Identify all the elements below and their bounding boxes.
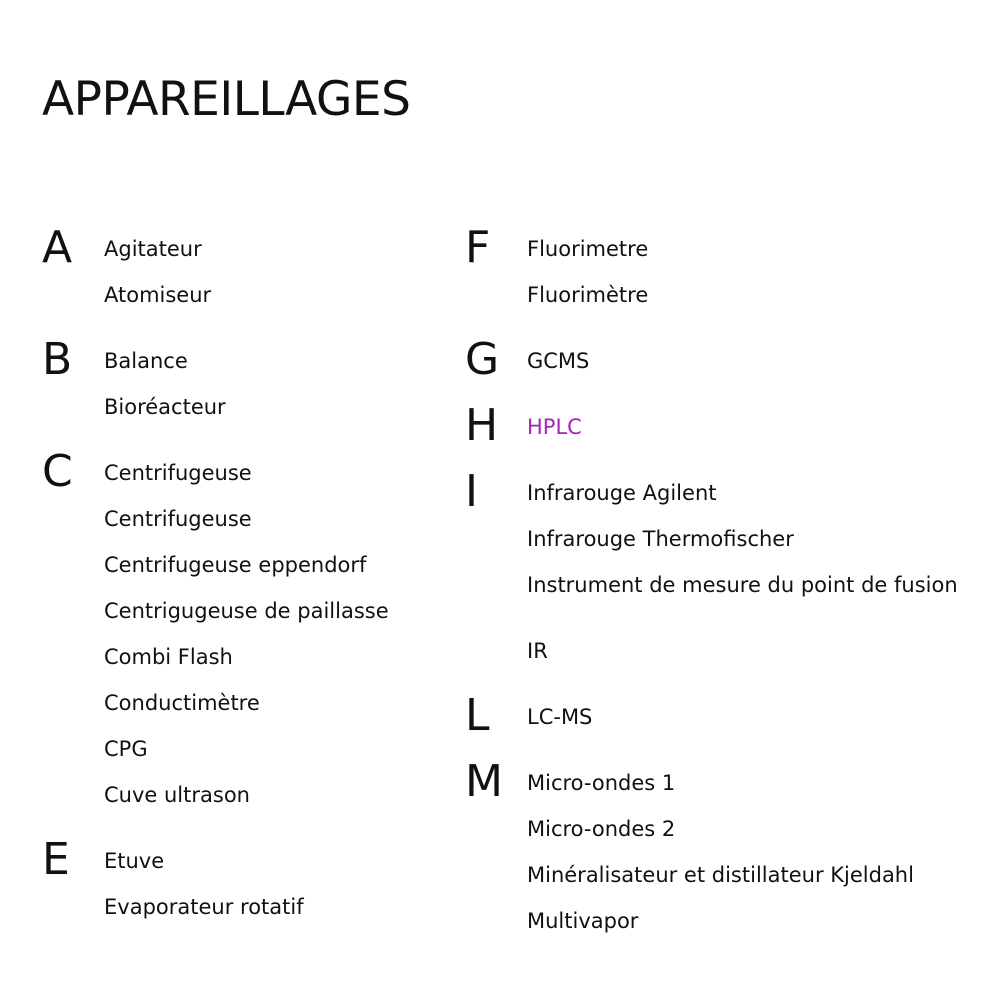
equipment-link[interactable]: Multivapor xyxy=(527,909,639,933)
index-letter: G xyxy=(465,334,500,385)
equipment-link[interactable]: Fluorimetre xyxy=(527,237,649,261)
letter-group-e: E Etuve Evaporateur rotatif xyxy=(42,838,389,950)
equipment-link-active[interactable]: HPLC xyxy=(527,415,582,439)
index-letter: E xyxy=(42,834,70,885)
index-letter: M xyxy=(465,756,503,807)
equipment-link[interactable]: Combi Flash xyxy=(104,645,233,669)
index-letter: H xyxy=(465,400,499,451)
equipment-link[interactable]: Centrigugeuse de paillasse xyxy=(104,599,389,623)
equipment-link[interactable]: Centrifugeuse xyxy=(104,461,252,485)
equipment-link[interactable]: Instrument de mesure du point de fusion xyxy=(527,573,958,597)
index-letter: I xyxy=(465,466,478,517)
letter-group-h: H HPLC xyxy=(465,404,958,470)
letter-group-m: M Micro-ondes 1 Micro-ondes 2 Minéralisa… xyxy=(465,760,958,944)
letter-group-f: F Fluorimetre Fluorimètre xyxy=(465,226,958,338)
equipment-link[interactable]: Etuve xyxy=(104,849,165,873)
equipment-link[interactable]: Infrarouge Thermofischer xyxy=(527,527,794,551)
page-title: APPAREILLAGES xyxy=(42,72,411,127)
equipment-link[interactable]: Bioréacteur xyxy=(104,395,226,419)
equipment-link[interactable]: Infrarouge Agilent xyxy=(527,481,717,505)
equipment-link[interactable]: Centrifugeuse eppendorf xyxy=(104,553,367,577)
equipment-link[interactable]: LC-MS xyxy=(527,705,593,729)
letter-group-i: I Infrarouge Agilent Infrarouge Thermofi… xyxy=(465,470,958,694)
equipment-link[interactable]: Agitateur xyxy=(104,237,202,261)
equipment-link[interactable]: Micro-ondes 2 xyxy=(527,817,676,841)
equipment-link[interactable]: Centrifugeuse xyxy=(104,507,252,531)
equipment-link[interactable]: Micro-ondes 1 xyxy=(527,771,676,795)
equipment-link[interactable]: CPG xyxy=(104,737,148,761)
equipment-link[interactable]: Conductimètre xyxy=(104,691,260,715)
equipment-link[interactable]: Atomiseur xyxy=(104,283,212,307)
equipment-link[interactable]: IR xyxy=(527,639,548,663)
equipment-link[interactable]: Minéralisateur et distillateur Kjeldahl xyxy=(527,863,914,887)
equipment-link[interactable]: Evaporateur rotatif xyxy=(104,895,304,919)
index-letter: F xyxy=(465,222,491,273)
equipment-link[interactable]: GCMS xyxy=(527,349,590,373)
index-letter: B xyxy=(42,334,73,385)
equipment-link[interactable]: Fluorimètre xyxy=(527,283,649,307)
letter-group-c: C Centrifugeuse Centrifugeuse Centrifuge… xyxy=(42,450,389,838)
letter-group-g: G GCMS xyxy=(465,338,958,404)
equipment-link[interactable]: Cuve ultrason xyxy=(104,783,250,807)
index-letter: A xyxy=(42,222,73,273)
index-letter: C xyxy=(42,446,73,497)
equipment-column-right: F Fluorimetre Fluorimètre G GCMS H HPLC … xyxy=(465,226,958,944)
letter-group-a: A Agitateur Atomiseur xyxy=(42,226,389,338)
letter-group-b: B Balance Bioréacteur xyxy=(42,338,389,450)
equipment-column-left: A Agitateur Atomiseur B Balance Bioréact… xyxy=(42,226,389,950)
index-letter: L xyxy=(465,690,490,741)
letter-group-l: L LC-MS xyxy=(465,694,958,760)
equipment-link[interactable]: Balance xyxy=(104,349,188,373)
